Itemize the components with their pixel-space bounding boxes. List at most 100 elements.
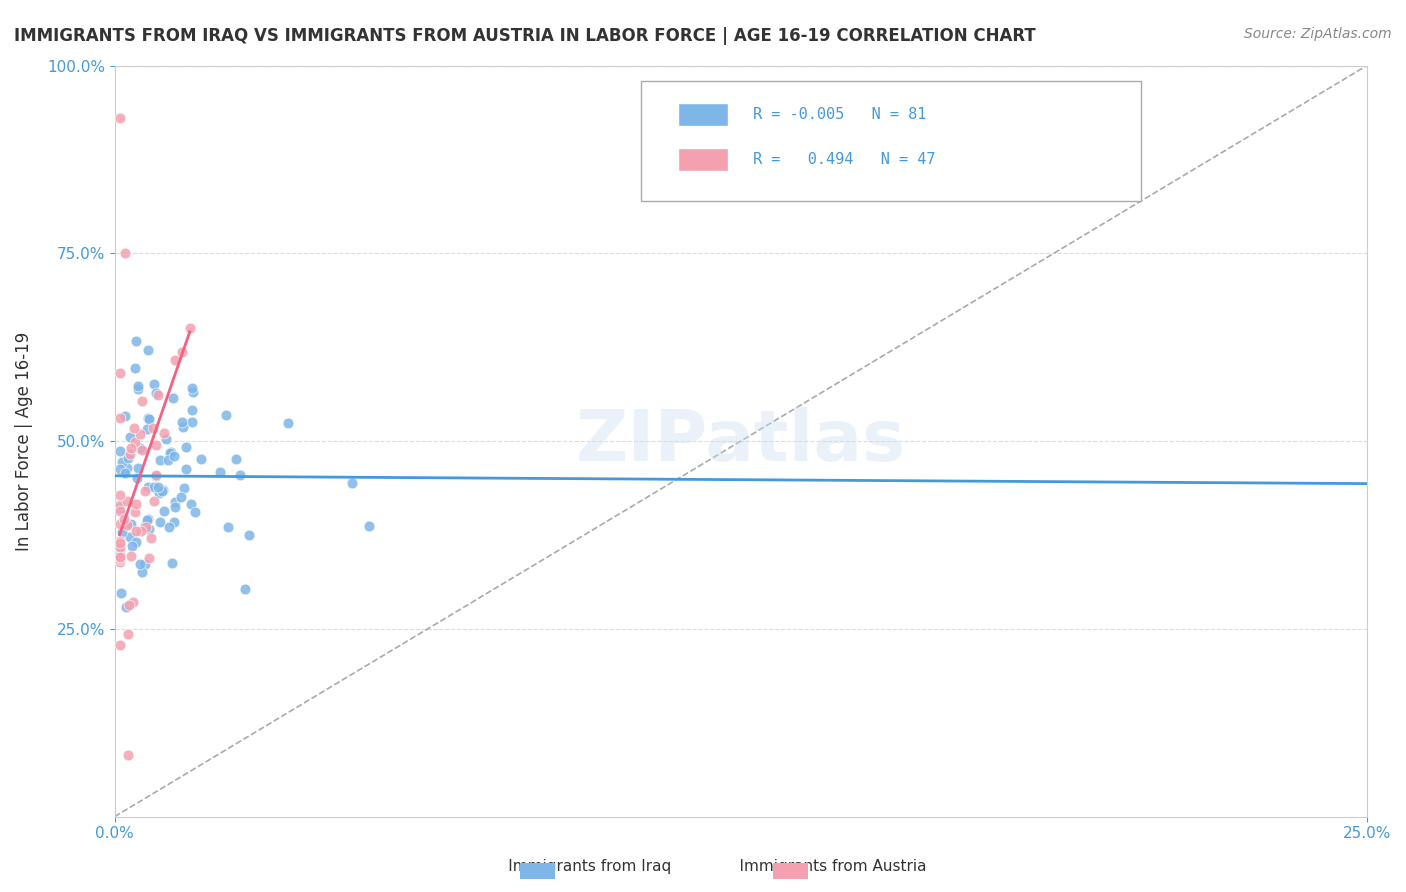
Point bbox=[149, 453, 172, 467]
Point bbox=[217, 520, 239, 534]
Point bbox=[117, 747, 139, 762]
Text: ZIPatlas: ZIPatlas bbox=[575, 407, 905, 475]
Point bbox=[145, 468, 167, 483]
Point bbox=[174, 440, 197, 454]
Point bbox=[108, 541, 131, 556]
Point bbox=[277, 416, 299, 430]
Point bbox=[125, 334, 148, 348]
Point bbox=[108, 504, 131, 518]
Point bbox=[129, 427, 152, 442]
Point bbox=[146, 480, 169, 494]
Point bbox=[114, 246, 136, 260]
Point bbox=[233, 582, 256, 597]
Point bbox=[108, 488, 131, 502]
Point bbox=[181, 385, 204, 400]
Point bbox=[143, 376, 166, 391]
Point bbox=[163, 500, 186, 514]
Point bbox=[115, 518, 138, 533]
Point bbox=[127, 382, 149, 396]
Point bbox=[156, 452, 179, 467]
Point bbox=[124, 534, 146, 549]
Point bbox=[131, 393, 153, 408]
Point bbox=[152, 483, 174, 497]
Point bbox=[127, 461, 149, 475]
Point bbox=[148, 485, 170, 500]
Point bbox=[129, 524, 152, 539]
Point bbox=[131, 442, 153, 457]
Y-axis label: In Labor Force | Age 16-19: In Labor Force | Age 16-19 bbox=[15, 332, 32, 550]
Point bbox=[146, 388, 169, 402]
Point bbox=[152, 504, 174, 518]
Point bbox=[120, 549, 142, 563]
Point bbox=[120, 517, 142, 532]
Point bbox=[225, 451, 247, 466]
Point bbox=[159, 446, 181, 460]
Point bbox=[135, 520, 157, 534]
Point bbox=[117, 451, 139, 466]
Point bbox=[134, 483, 156, 498]
Point bbox=[110, 501, 132, 516]
Point bbox=[128, 557, 150, 571]
Point bbox=[136, 480, 159, 494]
Point bbox=[150, 483, 173, 498]
Point bbox=[238, 528, 260, 542]
Point bbox=[110, 556, 132, 570]
Text: Immigrants from Iraq              Immigrants from Austria: Immigrants from Iraq Immigrants from Aus… bbox=[479, 859, 927, 874]
Point bbox=[124, 360, 146, 375]
Point bbox=[108, 540, 131, 554]
Point bbox=[127, 379, 149, 393]
Point bbox=[155, 432, 177, 446]
Point bbox=[162, 392, 184, 406]
Point bbox=[111, 455, 134, 469]
Point bbox=[108, 550, 131, 565]
Point bbox=[184, 505, 207, 519]
Point bbox=[170, 345, 193, 359]
Point bbox=[214, 408, 236, 422]
Point bbox=[108, 410, 131, 425]
Point bbox=[111, 524, 134, 539]
Point bbox=[180, 497, 202, 511]
Point bbox=[179, 321, 201, 335]
Point bbox=[108, 111, 131, 125]
Point bbox=[121, 540, 143, 554]
Point bbox=[340, 475, 363, 490]
Point bbox=[143, 480, 166, 494]
Point bbox=[160, 445, 183, 459]
Point bbox=[181, 415, 204, 429]
Point bbox=[138, 550, 160, 565]
Point bbox=[120, 430, 142, 444]
Point bbox=[120, 446, 142, 460]
Bar bbox=[678, 103, 728, 126]
Point bbox=[110, 536, 132, 550]
Point bbox=[120, 441, 142, 455]
Point bbox=[160, 557, 183, 571]
Point bbox=[138, 343, 160, 357]
Point bbox=[120, 530, 142, 544]
Text: Source: ZipAtlas.com: Source: ZipAtlas.com bbox=[1244, 27, 1392, 41]
Point bbox=[180, 381, 202, 395]
Point bbox=[138, 522, 160, 536]
Point bbox=[122, 420, 145, 434]
Point bbox=[112, 512, 135, 526]
Point bbox=[124, 434, 146, 449]
Point bbox=[108, 516, 131, 531]
Point bbox=[125, 497, 148, 511]
Point bbox=[108, 462, 131, 476]
Point bbox=[359, 518, 381, 533]
Text: IMMIGRANTS FROM IRAQ VS IMMIGRANTS FROM AUSTRIA IN LABOR FORCE | AGE 16-19 CORRE: IMMIGRANTS FROM IRAQ VS IMMIGRANTS FROM … bbox=[14, 27, 1036, 45]
Point bbox=[117, 493, 139, 508]
Point bbox=[110, 586, 132, 600]
Point bbox=[170, 491, 193, 505]
Point bbox=[108, 533, 131, 548]
Point bbox=[117, 598, 139, 612]
Point bbox=[127, 471, 149, 485]
Point bbox=[122, 595, 145, 609]
Point bbox=[145, 467, 167, 482]
Bar bbox=[678, 148, 728, 170]
Point bbox=[149, 516, 172, 530]
Point bbox=[141, 531, 163, 545]
Point bbox=[173, 481, 195, 495]
Point bbox=[108, 547, 131, 561]
Point bbox=[114, 466, 136, 480]
Point bbox=[108, 550, 131, 565]
